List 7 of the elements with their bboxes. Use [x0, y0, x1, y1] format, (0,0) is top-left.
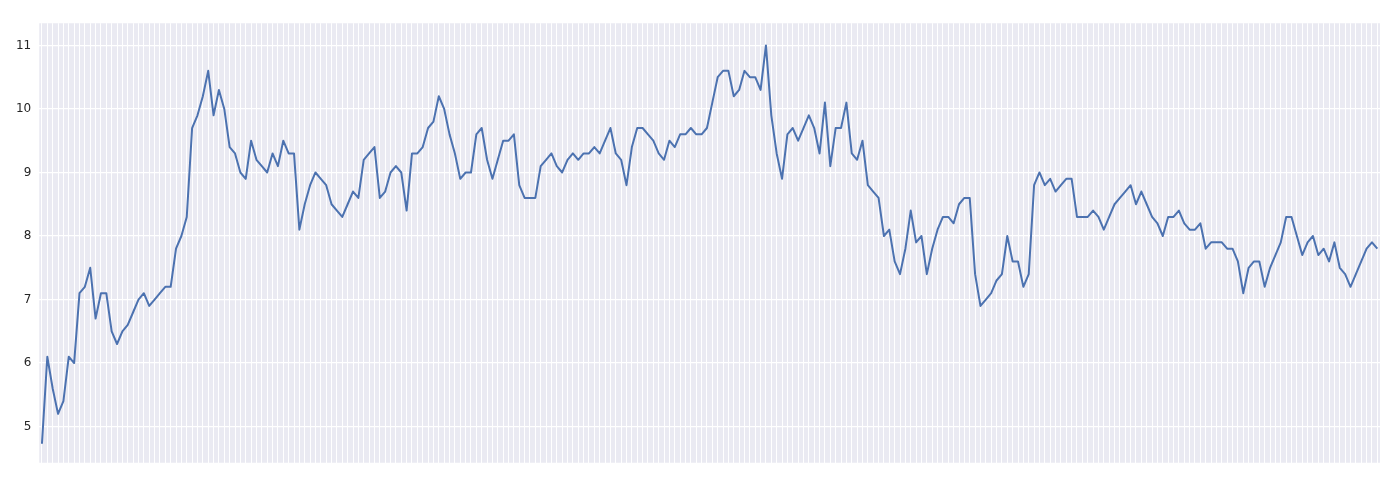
y-tick-label: 8 [23, 228, 32, 243]
y-tick-label: 7 [23, 291, 32, 306]
y-tick-label: 10 [15, 101, 32, 116]
y-tick-label: 9 [23, 164, 32, 179]
y-tick-label: 5 [23, 418, 32, 433]
y-tick-label: 6 [23, 355, 32, 370]
y-tick-label: 11 [15, 37, 32, 52]
